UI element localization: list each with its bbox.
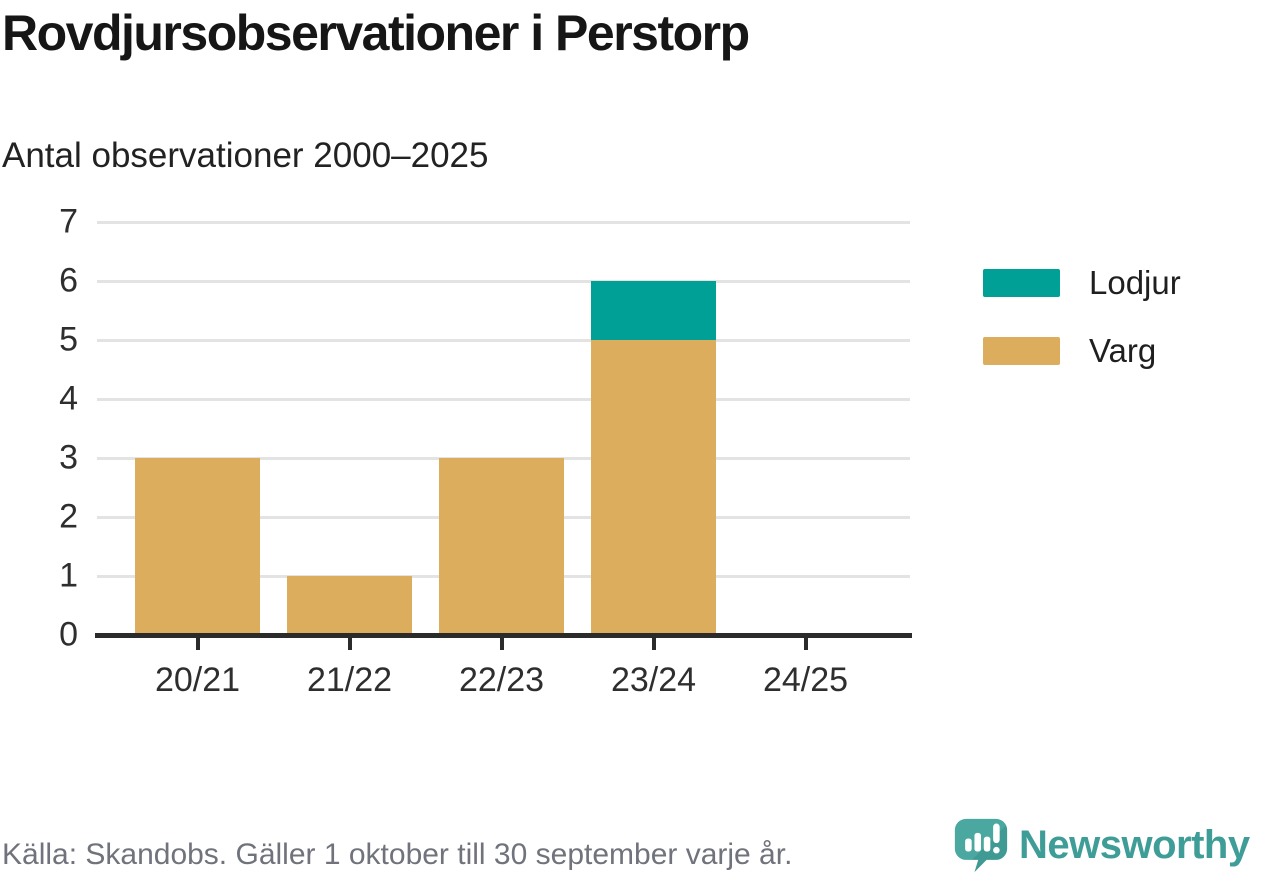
newsworthy-logo-icon: [954, 818, 1008, 873]
legend: Lodjur Varg: [983, 264, 1181, 400]
newsworthy-logo: Newsworthy: [953, 816, 1250, 874]
y-axis-tick-label: 0: [59, 615, 78, 654]
y-axis-tick-label: 6: [59, 261, 78, 300]
gridline: [97, 221, 910, 224]
y-axis-tick-label: 7: [59, 202, 78, 241]
x-axis-tick-label: 22/23: [458, 661, 545, 699]
x-axis-tick-label: 20/21: [154, 661, 241, 699]
chart-subtitle: Antal observationer 2000–2025: [2, 136, 489, 175]
x-axis-tick-label: 23/24: [610, 661, 697, 699]
x-axis-tick: [651, 638, 656, 650]
y-axis-tick-label: 3: [59, 438, 78, 477]
newsworthy-wordmark: Newsworthy: [1019, 822, 1250, 867]
bar-segment-varg: [591, 340, 716, 635]
y-axis-tick-label: 5: [59, 320, 78, 359]
y-axis-tick-label: 2: [59, 497, 78, 536]
bar-segment-lodjur: [591, 281, 716, 340]
chart-title: Rovdjursobservationer i Perstorp: [2, 5, 750, 61]
gridline: [97, 280, 910, 283]
x-axis-tick: [195, 638, 200, 650]
gridline: [97, 398, 910, 401]
bar-segment-varg: [135, 458, 260, 635]
source-note: Källa: Skandobs. Gäller 1 oktober till 3…: [2, 838, 793, 871]
legend-swatch: [983, 269, 1060, 297]
y-axis-tick-label: 4: [59, 379, 78, 418]
legend-swatch: [983, 337, 1060, 365]
x-axis-tick: [499, 638, 504, 650]
x-axis-tick-label: 21/22: [306, 661, 393, 699]
gridline: [97, 339, 910, 342]
legend-item-varg: Varg: [983, 332, 1181, 370]
legend-item-lodjur: Lodjur: [983, 264, 1181, 302]
x-axis-line: [95, 633, 912, 638]
legend-label: Varg: [1089, 332, 1157, 369]
x-axis-tick: [803, 638, 808, 650]
x-axis-tick: [347, 638, 352, 650]
bar-segment-varg: [287, 576, 412, 635]
legend-label: Lodjur: [1089, 264, 1181, 301]
y-axis-tick-label: 1: [59, 556, 78, 595]
x-axis-tick-label: 24/25: [762, 661, 849, 699]
bar-segment-varg: [439, 458, 564, 635]
